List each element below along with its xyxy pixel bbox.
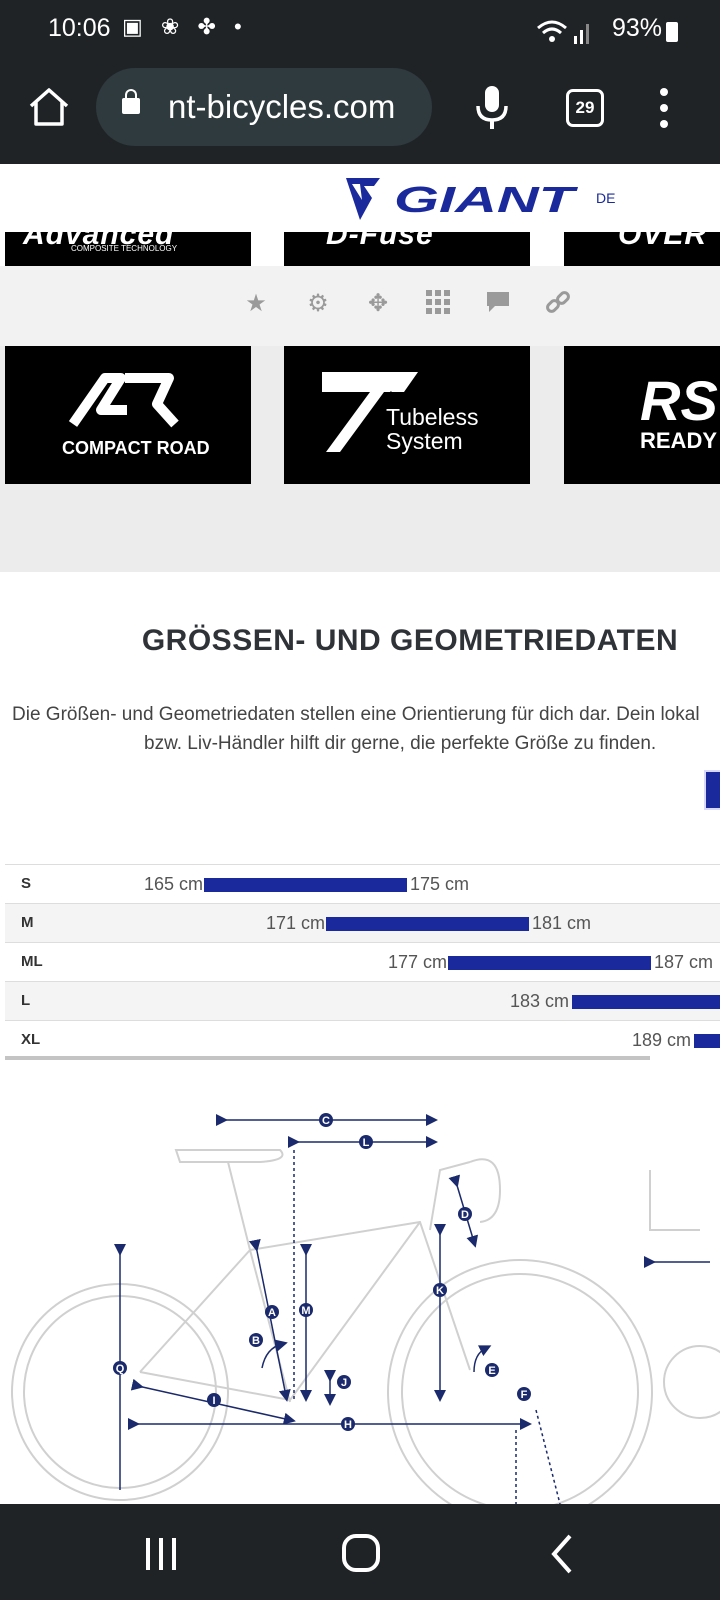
home-icon[interactable] — [26, 84, 72, 130]
comment-icon[interactable] — [484, 290, 512, 318]
star-icon[interactable]: ★ — [245, 290, 267, 317]
geometry-label-f: F — [521, 1389, 528, 1401]
tab-switcher-button[interactable]: 29 — [566, 89, 604, 127]
home-nav-icon[interactable] — [336, 1532, 386, 1576]
geometry-label-m: M — [301, 1305, 310, 1317]
size-row-ml: ML 177 cm 187 cm — [5, 942, 720, 981]
geometry-label-q: Q — [116, 1363, 125, 1375]
status-time: 10:06 — [48, 14, 111, 42]
geometry-label-e: E — [488, 1365, 495, 1377]
advanced-badge: Advanced COMPOSITE TECHNOLOGY — [5, 232, 251, 266]
geometry-label-d: D — [461, 1209, 469, 1221]
url-text: nt-bicycles.com — [168, 88, 396, 125]
recent-apps-icon[interactable] — [136, 1532, 186, 1576]
address-bar[interactable]: nt-bicycles.com — [96, 68, 432, 146]
section-title: GRÖSSEN- UND GEOMETRIEDATEN — [141, 624, 679, 657]
geometry-label-j: J — [341, 1377, 347, 1389]
gear-icon[interactable]: ⚙ — [307, 290, 329, 317]
feature-badges-top: Advanced COMPOSITE TECHNOLOGY D-Fuse OVE… — [0, 232, 720, 266]
geometry-diagram: C L D K M A B Q J E F I H — [11, 1113, 720, 1504]
geometry-label-c: C — [322, 1115, 330, 1127]
geometry-label-h: H — [344, 1419, 352, 1431]
size-row-l: L 183 cm — [5, 981, 720, 1020]
giant-logo[interactable]: GIANT — [344, 174, 580, 224]
geometry-label-l: L — [363, 1137, 370, 1149]
status-bar: 10:06 ▣ ❀ ✤ • 93% — [0, 0, 720, 64]
system-nav-bar — [0, 1504, 720, 1600]
geometry-label-i: I — [212, 1395, 215, 1407]
over-badge: OVER — [564, 232, 720, 266]
size-range-bar — [572, 995, 720, 1009]
site-header: GIANT DE — [0, 164, 720, 233]
grid-icon[interactable] — [424, 290, 452, 318]
tubeless-icon — [322, 372, 418, 452]
microphone-icon[interactable] — [470, 82, 514, 132]
size-range-bar — [694, 1034, 720, 1048]
horizontal-scrollbar[interactable] — [5, 1056, 650, 1060]
size-row-xl: XL 189 cm — [5, 1020, 720, 1059]
rs-ready-badge: RS READY — [564, 346, 720, 484]
geometry-label-k: K — [436, 1285, 444, 1297]
tubeless-badge: Tubeless System — [284, 346, 530, 484]
battery-percent: 93% — [611, 14, 662, 42]
browser-toolbar: nt-bicycles.com 29 — [0, 64, 720, 164]
battery-icon — [666, 22, 678, 42]
wifi-signal-icon — [537, 20, 589, 44]
compact-road-badge: COMPACT ROAD — [5, 346, 251, 484]
feature-badges: COMPACT ROAD Tubeless System RS READY — [0, 346, 720, 572]
share-toolbar: ★ ⚙ ✥ — [0, 266, 720, 346]
size-range-bar — [326, 917, 529, 931]
geometry-label-b: B — [252, 1335, 260, 1347]
brand-text: GIANT — [394, 179, 579, 220]
more-menu-icon[interactable] — [652, 86, 676, 130]
compact-road-icon — [68, 373, 179, 428]
size-row-s: S 165 cm 175 cm — [5, 864, 720, 903]
language-selector[interactable]: DE — [596, 190, 616, 206]
size-calculator-button[interactable] — [704, 770, 720, 810]
lock-icon — [122, 89, 140, 114]
size-table: S 165 cm 175 cm M 171 cm 181 cm ML 177 c… — [5, 864, 720, 1059]
back-icon[interactable] — [540, 1532, 590, 1576]
dfuse-badge: D-Fuse — [284, 232, 530, 266]
geometry-label-a: A — [268, 1307, 276, 1319]
size-row-m: M 171 cm 181 cm — [5, 903, 720, 942]
move-icon[interactable]: ✥ — [367, 290, 389, 317]
notification-icons: ▣ ❀ ✤ • — [122, 14, 248, 39]
size-range-bar — [204, 878, 407, 892]
section-description: Die Größen- und Geometriedaten stellen e… — [12, 704, 700, 754]
size-range-bar — [448, 956, 651, 970]
link-icon[interactable] — [544, 290, 572, 318]
